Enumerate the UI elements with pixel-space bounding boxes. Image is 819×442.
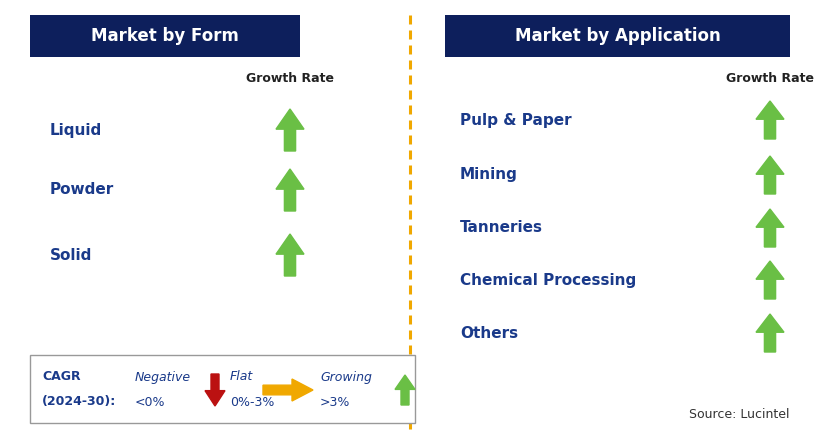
Polygon shape: [755, 101, 783, 139]
Text: Negative: Negative: [135, 370, 191, 384]
Polygon shape: [276, 234, 304, 276]
Text: >3%: >3%: [319, 396, 350, 408]
FancyBboxPatch shape: [445, 15, 789, 57]
Text: Mining: Mining: [459, 168, 518, 183]
Text: Source: Lucintel: Source: Lucintel: [689, 408, 789, 422]
Text: <0%: <0%: [135, 396, 165, 408]
Polygon shape: [755, 209, 783, 247]
Text: Tanneries: Tanneries: [459, 221, 542, 236]
Polygon shape: [755, 314, 783, 352]
Text: (2024-30):: (2024-30):: [42, 396, 116, 408]
Text: Pulp & Paper: Pulp & Paper: [459, 113, 571, 127]
Text: Market by Application: Market by Application: [514, 27, 720, 45]
Text: 0%-3%: 0%-3%: [229, 396, 274, 408]
Polygon shape: [263, 379, 313, 401]
Polygon shape: [276, 169, 304, 211]
Polygon shape: [395, 375, 414, 405]
FancyBboxPatch shape: [30, 355, 414, 423]
Text: Liquid: Liquid: [50, 122, 102, 137]
Polygon shape: [276, 109, 304, 151]
Text: Others: Others: [459, 325, 518, 340]
Text: Market by Form: Market by Form: [91, 27, 238, 45]
Polygon shape: [755, 261, 783, 299]
Text: Growing: Growing: [319, 370, 372, 384]
Text: Powder: Powder: [50, 183, 114, 198]
Text: Growth Rate: Growth Rate: [725, 72, 813, 84]
Polygon shape: [205, 374, 224, 406]
Text: Flat: Flat: [229, 370, 253, 384]
Text: Growth Rate: Growth Rate: [246, 72, 333, 84]
Text: Solid: Solid: [50, 248, 93, 263]
FancyBboxPatch shape: [30, 15, 300, 57]
Polygon shape: [755, 156, 783, 194]
Text: CAGR: CAGR: [42, 370, 80, 384]
Text: Chemical Processing: Chemical Processing: [459, 273, 636, 287]
